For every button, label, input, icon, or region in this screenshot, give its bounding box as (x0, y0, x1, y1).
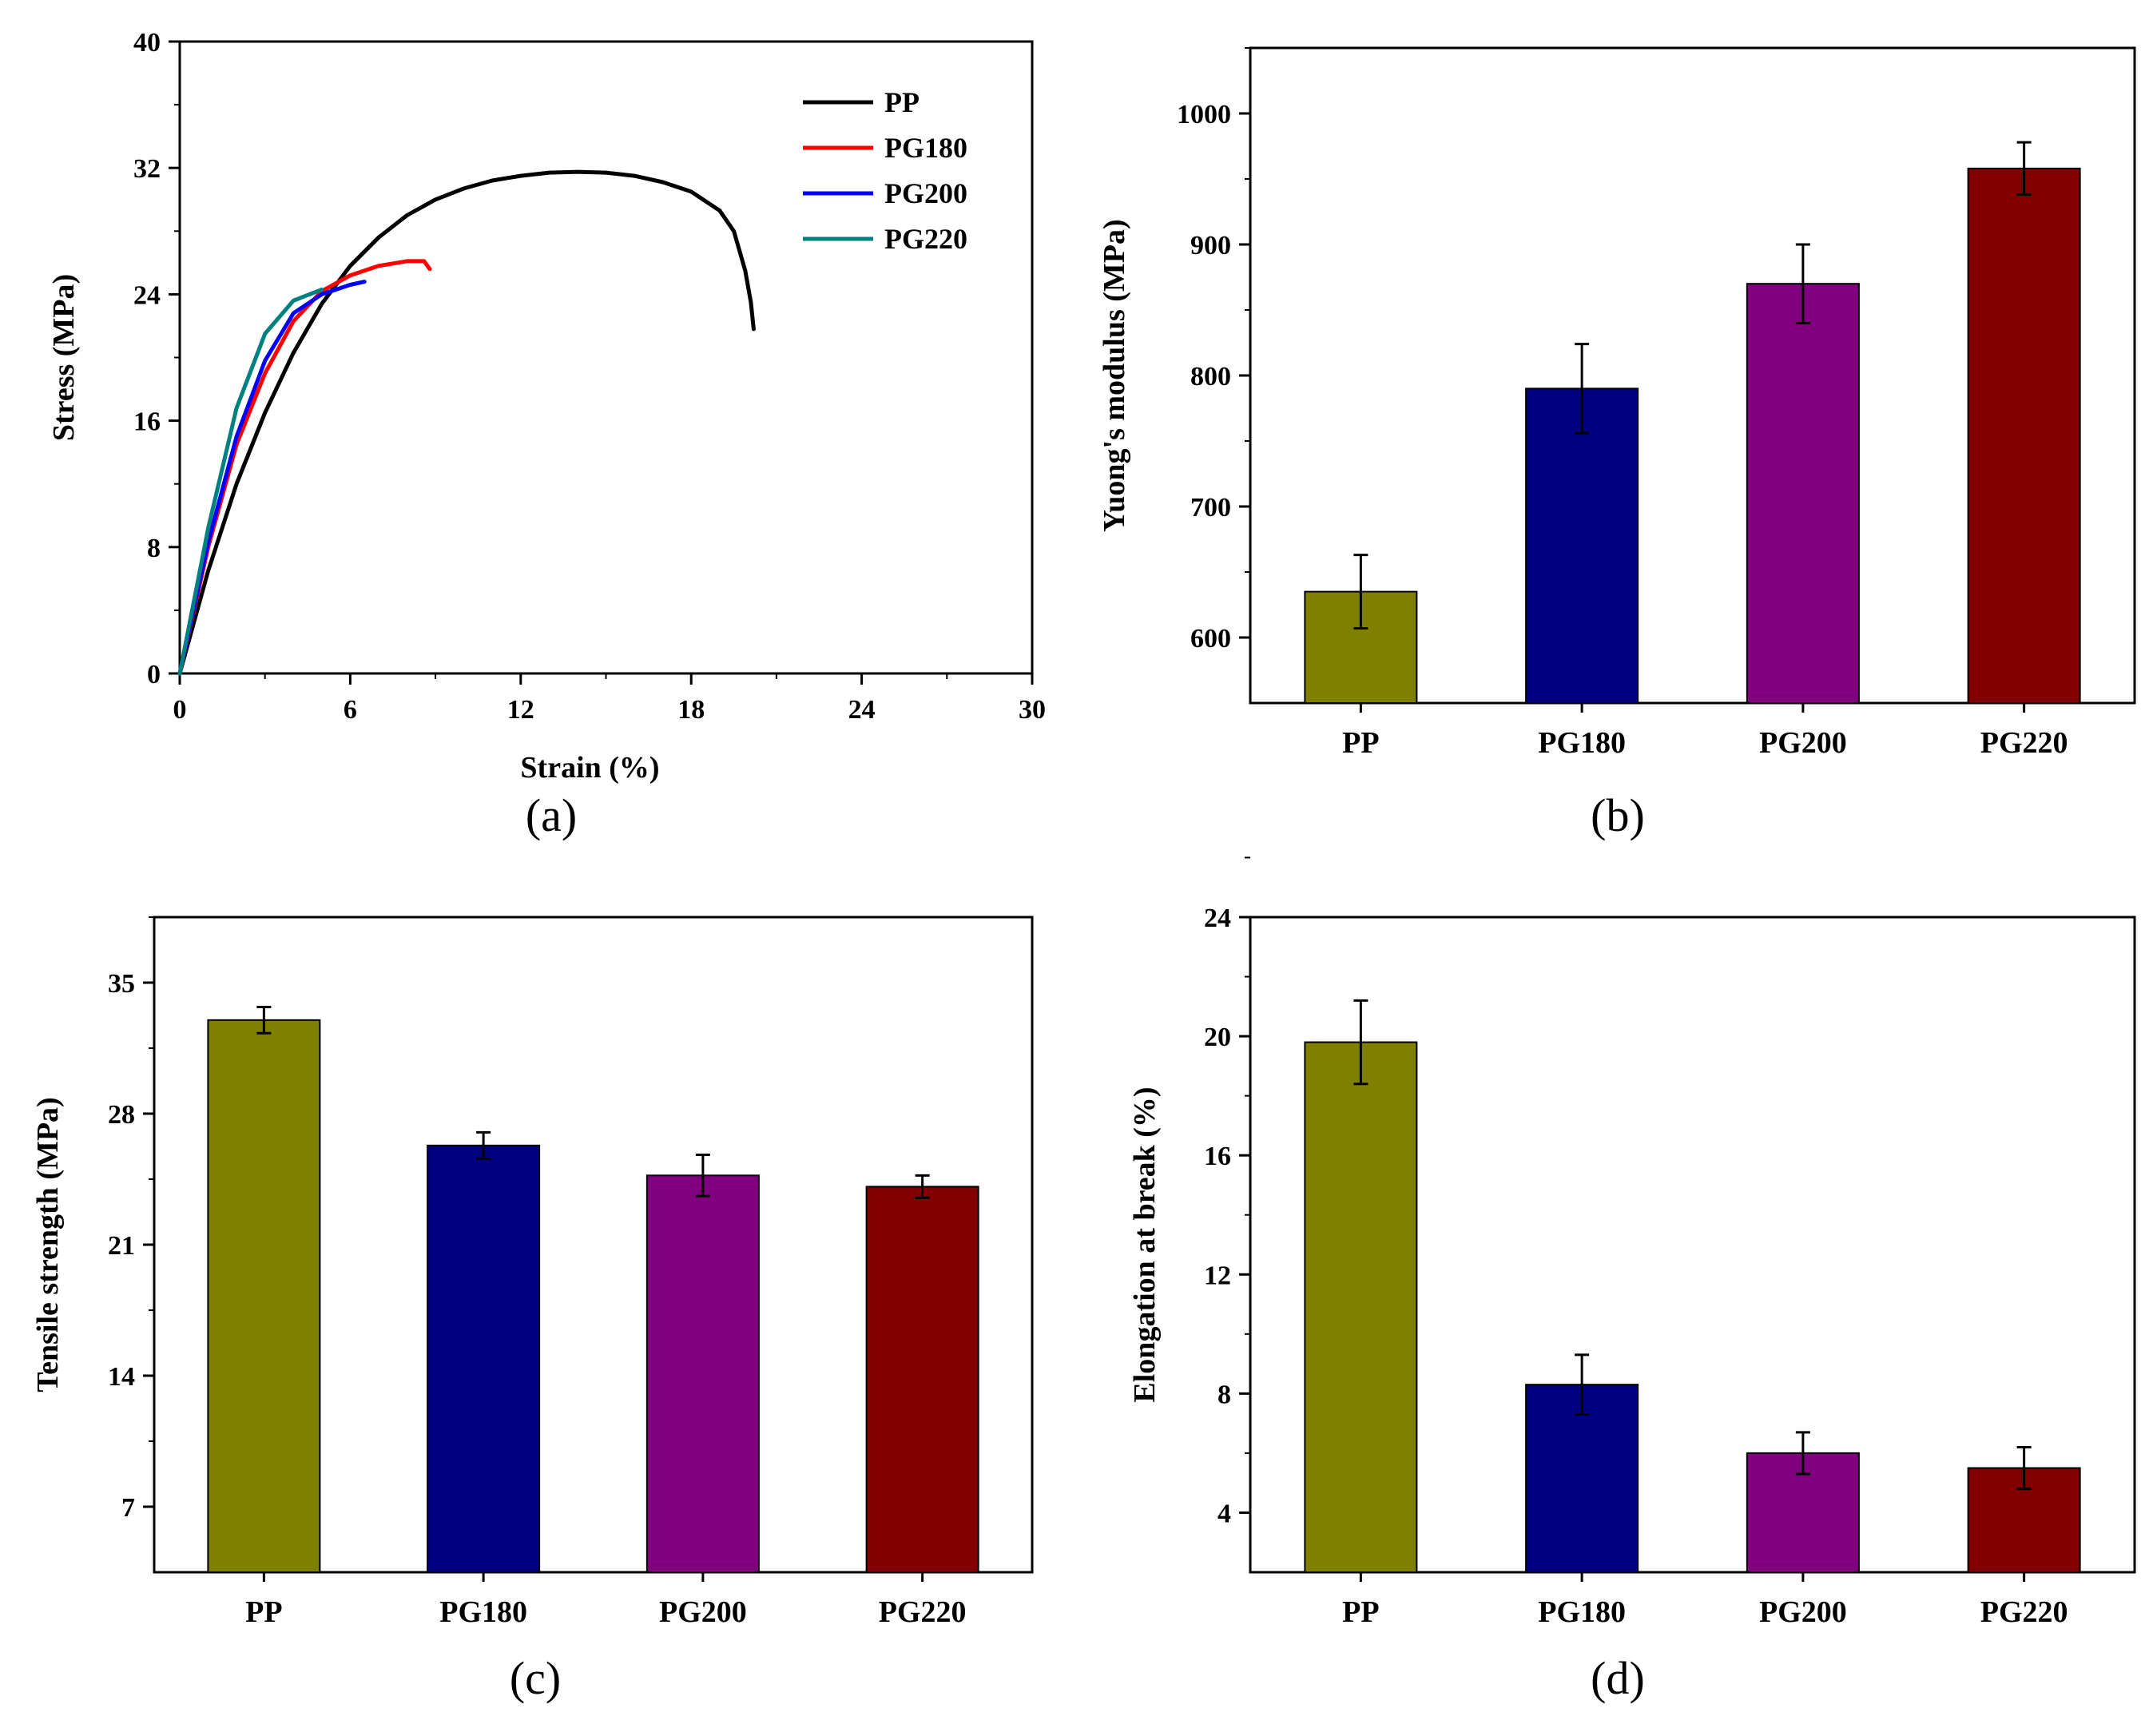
x-tick-label: 0 (173, 695, 187, 725)
category-label-pg180: PG180 (1538, 726, 1626, 760)
series-line-pg200 (177, 280, 367, 676)
y-tick-label: 40 (133, 28, 161, 58)
y-axis-title: Stress (MPa) (47, 274, 81, 441)
category-label-pg180: PG180 (1538, 1595, 1626, 1629)
x-axis-title: Strain (%) (520, 751, 659, 785)
y-tick-label: 24 (133, 280, 161, 310)
panel-caption: (a) (526, 789, 577, 841)
bar-pg200 (1746, 283, 1860, 704)
y-tick-label: 8 (1218, 1380, 1231, 1409)
bar-pg180 (1525, 1384, 1639, 1573)
category-label-pg200: PG200 (659, 1595, 747, 1629)
y-tick-label: 8 (147, 534, 161, 563)
y-tick-label: 600 (1190, 624, 1231, 653)
y-tick-label: 20 (1204, 1023, 1231, 1052)
panel-c-tensile-strength-chart: 7 14 21 28 35 Tensile strength (MPa) (c) PP PG18… (31, 916, 1034, 1704)
legend-label-pg200: PG200 (884, 177, 967, 209)
y-tick-label: 16 (133, 407, 161, 437)
bar-pg220 (865, 1186, 979, 1574)
legend-label-pg220: PG220 (884, 223, 967, 255)
y-tick-label: 24 (1204, 904, 1231, 933)
x-tick-label: 12 (507, 695, 534, 725)
y-axis-title: Yuong's modulus (MPa) (1098, 219, 1131, 531)
panel-a-stress-strain-chart: 0 8 16 24 32 40 Stress (MPa) (a) 0 6 12 18 24 30 Strai… (47, 28, 1046, 841)
bar-pg180 (427, 1144, 541, 1574)
y-tick-label: 4 (1218, 1499, 1231, 1528)
bar-pg180 (1525, 387, 1639, 704)
x-tick-label: 6 (344, 695, 357, 725)
category-label-pg220: PG220 (879, 1595, 967, 1629)
y-tick-label: 14 (108, 1362, 135, 1392)
category-label-pg220: PG220 (1980, 726, 2068, 760)
x-tick-label: 24 (848, 695, 876, 725)
y-tick-label: 1000 (1177, 100, 1231, 129)
panel-d-elongation-chart: 4 8 12 16 20 24 Elongation at break (%) (d) PP PG… (1128, 856, 2136, 1704)
category-label-pp: PP (1342, 726, 1379, 760)
legend-label-pp: PP (884, 86, 920, 118)
y-tick-label: 700 (1190, 493, 1231, 522)
panel-caption: (b) (1591, 789, 1645, 841)
y-tick-label: 7 (121, 1493, 135, 1523)
category-label-pg220: PG220 (1980, 1595, 2068, 1629)
panel-b-youngs-modulus-chart: 600 700 800 900 1000 Yuong's modulus (MPa) (b)… (1098, 46, 2136, 841)
y-tick-label: 800 (1190, 362, 1231, 391)
x-tick-label: 18 (677, 695, 705, 725)
y-tick-label: 16 (1204, 1142, 1231, 1171)
series-line-pg220 (177, 288, 324, 676)
bar-pp (207, 1019, 321, 1574)
y-tick-label: 21 (108, 1231, 135, 1261)
legend-label-pg180: PG180 (884, 132, 967, 164)
y-tick-label: 28 (108, 1100, 135, 1130)
category-label-pg200: PG200 (1759, 726, 1847, 760)
bar-pg220 (1967, 167, 2081, 704)
y-axis-title: Elongation at break (%) (1128, 1086, 1162, 1402)
category-label-pp: PP (245, 1595, 282, 1629)
category-label-pg200: PG200 (1759, 1595, 1847, 1629)
category-label-pg180: PG180 (439, 1595, 527, 1629)
y-tick-label: 32 (133, 154, 161, 184)
y-axis-title: Tensile strength (MPa) (31, 1097, 65, 1392)
category-label-pp: PP (1342, 1595, 1379, 1629)
panel-caption: (c) (510, 1652, 561, 1704)
series-line-pp (177, 169, 756, 676)
series-line-pg180 (177, 259, 432, 676)
plot-frame (1249, 916, 2136, 1574)
y-tick-label: 12 (1204, 1261, 1231, 1290)
panel-caption: (d) (1591, 1652, 1645, 1704)
y-tick-label: 0 (147, 660, 161, 689)
bar-pp (1304, 1041, 1418, 1573)
bar-pg200 (645, 1174, 760, 1574)
y-tick-label: 35 (108, 969, 135, 999)
x-tick-label: 30 (1019, 695, 1046, 725)
y-tick-label: 900 (1190, 231, 1231, 260)
